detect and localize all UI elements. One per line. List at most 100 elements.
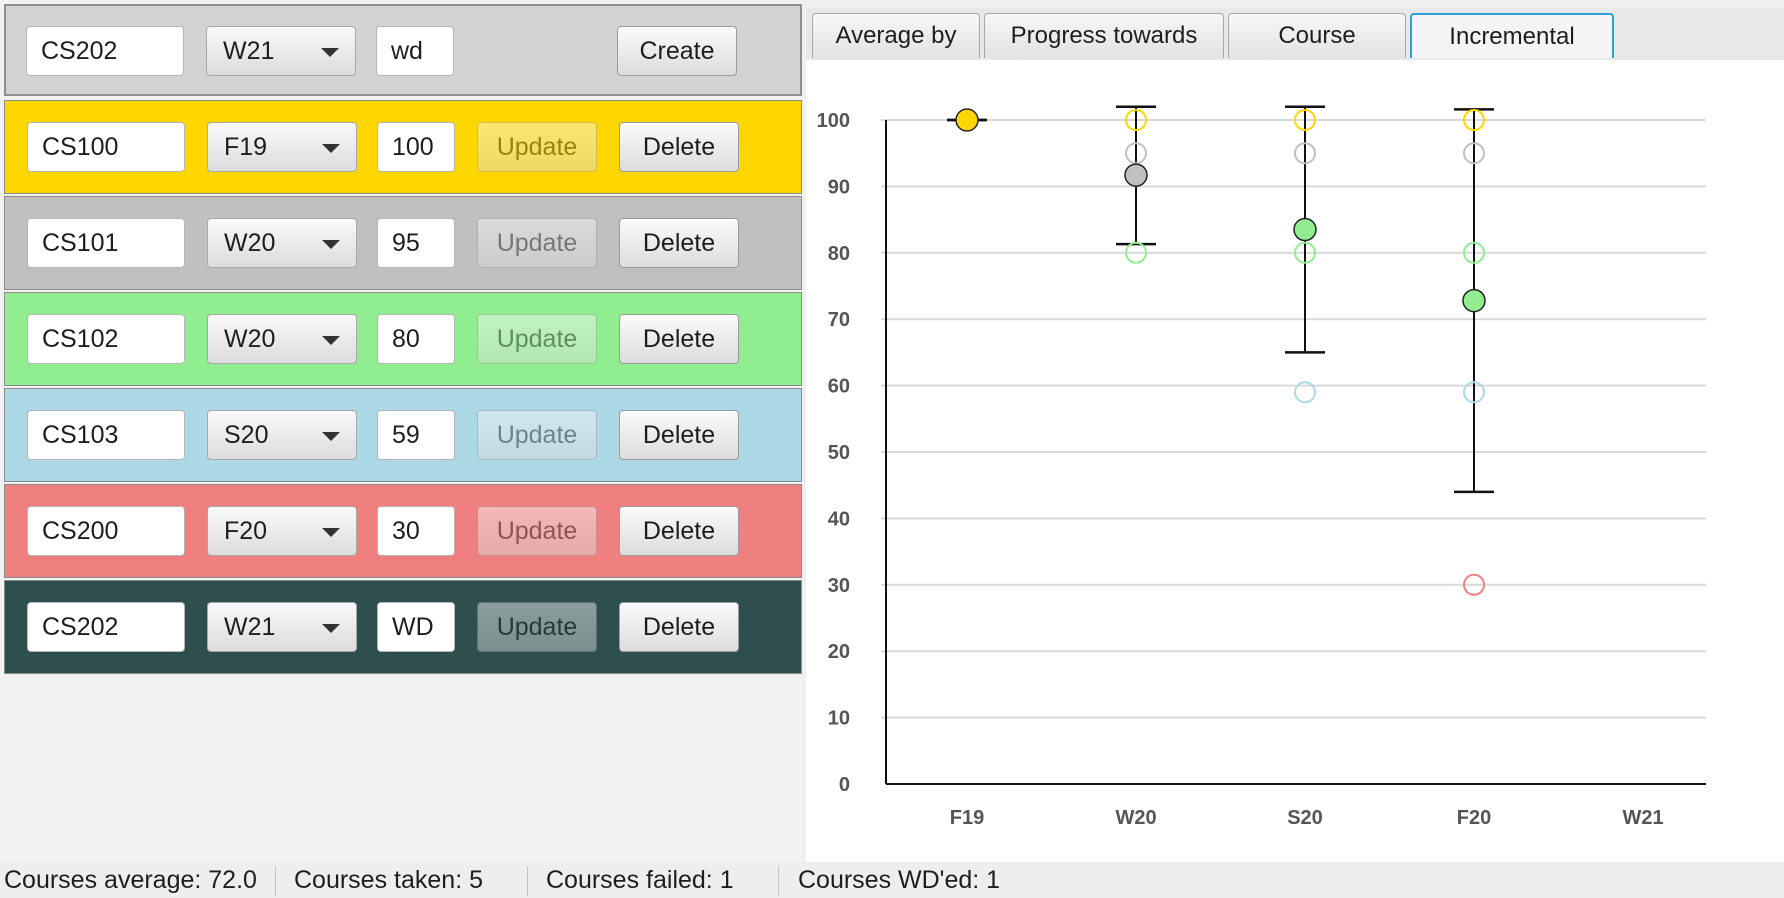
new-course-term-value: W21 (223, 37, 275, 65)
x-tick-label: W20 (1115, 807, 1156, 829)
y-tick-label: 30 (828, 575, 850, 597)
chevron-down-icon (322, 624, 340, 633)
average-point (1124, 163, 1148, 187)
course-grade-field[interactable]: 80 (377, 314, 455, 364)
course-name-field[interactable]: CS101 (27, 218, 185, 268)
course-point (1294, 109, 1316, 131)
chart-canvas: 0 10 20 30 40 50 60 70 80 90 100 F19 W20 S20 F20 W21 (817, 105, 1706, 829)
course-term-value: W20 (224, 229, 276, 257)
tab-progress-towards-degree[interactable]: Progress towards Degree (984, 13, 1224, 93)
course-row: CS100 F19 100 Update Delete (4, 100, 802, 194)
chevron-down-icon (322, 432, 340, 441)
course-point (1463, 241, 1485, 264)
status-divider (527, 866, 528, 896)
course-term-dropdown[interactable]: S20 (207, 410, 357, 460)
course-term-value: W21 (224, 613, 276, 641)
new-course-term-dropdown[interactable]: W21 (206, 26, 356, 76)
y-tick-label: 10 (828, 708, 850, 730)
course-row: CS200 F20 30 Update Delete (4, 484, 802, 578)
x-tick-label: F20 (1457, 807, 1491, 829)
y-tick-label: 90 (828, 176, 850, 198)
update-button[interactable]: Update (477, 410, 597, 460)
y-tick-label: 60 (828, 376, 850, 398)
course-name-field[interactable]: CS200 (27, 506, 185, 556)
chevron-down-icon (322, 240, 340, 249)
tab-average-by-term[interactable]: Average by Term (812, 13, 980, 93)
course-point (1294, 381, 1316, 404)
update-button[interactable]: Update (477, 506, 597, 556)
course-point (1463, 109, 1485, 131)
update-button[interactable]: Update (477, 602, 597, 652)
chart-tab-bar: Average by Term Progress towards Degree … (806, 8, 1784, 94)
tab-incremental-average[interactable]: Incremental Average (1410, 13, 1614, 94)
status-bar: Courses average: 72.0 Courses taken: 5 C… (0, 862, 1784, 898)
chevron-down-icon (322, 144, 340, 153)
delete-button[interactable]: Delete (619, 218, 739, 268)
course-point (1463, 142, 1485, 165)
course-grade-field[interactable]: 30 (377, 506, 455, 556)
create-course-row: CS202 W21 wd Create (4, 4, 802, 96)
course-term-dropdown[interactable]: W21 (207, 602, 357, 652)
course-term-dropdown[interactable]: W20 (207, 218, 357, 268)
y-tick-label: 0 (839, 774, 850, 796)
course-point (1294, 241, 1316, 264)
average-point (1293, 217, 1317, 242)
course-term-value: F20 (224, 517, 268, 545)
status-divider (778, 866, 779, 896)
course-grade-field[interactable]: 59 (377, 410, 455, 460)
course-term-dropdown[interactable]: F19 (207, 122, 357, 172)
course-name-field[interactable]: CS100 (27, 122, 185, 172)
course-row: CS202 W21 WD Update Delete (4, 580, 802, 674)
status-divider (275, 866, 276, 896)
course-term-dropdown[interactable]: W20 (207, 314, 357, 364)
x-tick-label: S20 (1287, 807, 1323, 829)
course-point (1125, 142, 1147, 165)
new-course-name-field[interactable]: CS202 (26, 26, 184, 76)
course-point (1125, 241, 1147, 264)
delete-button[interactable]: Delete (619, 122, 739, 172)
update-button[interactable]: Update (477, 122, 597, 172)
chevron-down-icon (322, 336, 340, 345)
courses-wd-label: Courses WD'ed: 1 (798, 866, 1001, 894)
y-tick-label: 70 (828, 309, 850, 331)
course-row: CS101 W20 95 Update Delete (4, 196, 802, 290)
delete-button[interactable]: Delete (619, 602, 739, 652)
course-name-field[interactable]: CS102 (27, 314, 185, 364)
course-term-dropdown[interactable]: F20 (207, 506, 357, 556)
course-grade-field[interactable]: WD (377, 602, 455, 652)
update-button[interactable]: Update (477, 314, 597, 364)
course-row: CS103 S20 59 Update Delete (4, 388, 802, 482)
delete-button[interactable]: Delete (619, 506, 739, 556)
course-name-field[interactable]: CS103 (27, 410, 185, 460)
x-tick-label: W21 (1622, 807, 1663, 829)
tab-course-outcomes[interactable]: Course Outcomes (1228, 13, 1406, 93)
create-button[interactable]: Create (617, 26, 737, 76)
course-term-value: S20 (224, 421, 269, 449)
incremental-average-chart: 0 10 20 30 40 50 60 70 80 90 100 F19 W20 S20 F20 W21 (806, 60, 1784, 862)
average-point (1462, 288, 1486, 313)
course-point (1294, 142, 1316, 165)
course-term-value: F19 (224, 133, 268, 161)
y-tick-label: 20 (828, 641, 850, 663)
new-course-grade-field[interactable]: wd (376, 26, 454, 76)
delete-button[interactable]: Delete (619, 410, 739, 460)
chevron-down-icon (322, 528, 340, 537)
average-point (955, 108, 979, 132)
course-name-field[interactable]: CS202 (27, 602, 185, 652)
y-tick-label: 40 (828, 508, 850, 530)
course-term-value: W20 (224, 325, 276, 353)
course-point (1463, 573, 1485, 596)
courses-taken-label: Courses taken: 5 (294, 866, 483, 894)
course-point (1463, 381, 1485, 404)
course-grade-field[interactable]: 100 (377, 122, 455, 172)
course-point (1125, 109, 1147, 131)
update-button[interactable]: Update (477, 218, 597, 268)
y-tick-label: 50 (828, 442, 850, 464)
chevron-down-icon (321, 48, 339, 57)
x-tick-label: F19 (950, 807, 984, 829)
course-row: CS102 W20 80 Update Delete (4, 292, 802, 386)
course-grade-field[interactable]: 95 (377, 218, 455, 268)
y-tick-label: 100 (817, 110, 850, 132)
delete-button[interactable]: Delete (619, 314, 739, 364)
courses-average-label: Courses average: 72.0 (4, 866, 257, 894)
